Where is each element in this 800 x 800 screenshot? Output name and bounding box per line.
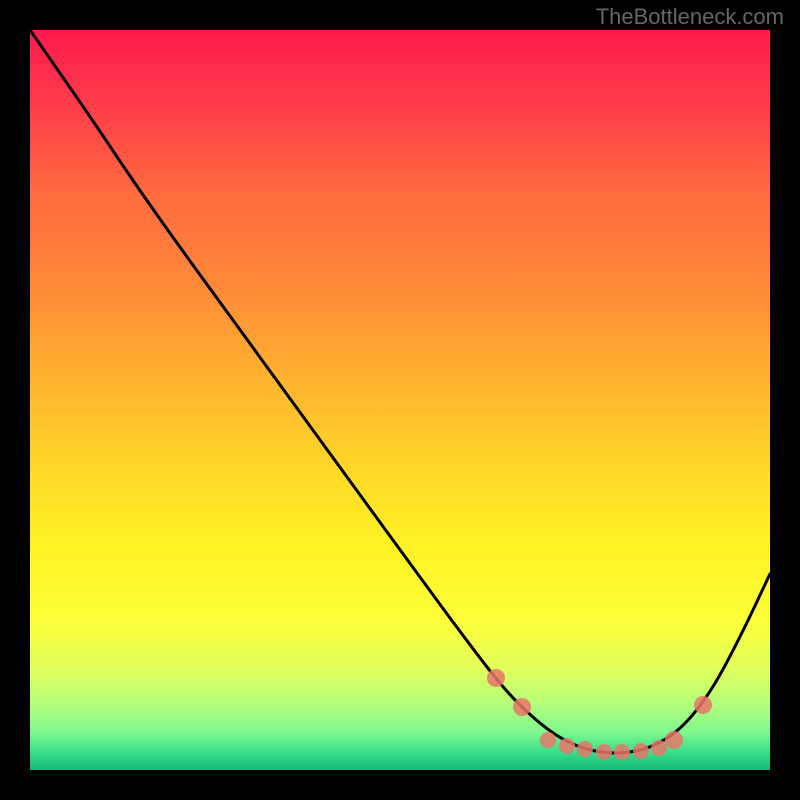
data-marker [633, 743, 649, 759]
data-marker [577, 741, 593, 757]
plot-area [30, 30, 770, 770]
data-marker [540, 732, 556, 748]
data-marker [487, 669, 505, 687]
data-marker [513, 698, 531, 716]
data-marker [559, 738, 575, 754]
data-marker [614, 744, 630, 760]
data-marker [694, 696, 712, 714]
chart-container: TheBottleneck.com [0, 0, 800, 800]
data-marker [596, 744, 612, 760]
curve-layer [30, 30, 770, 770]
curve-path [30, 30, 770, 753]
data-marker [665, 731, 683, 749]
watermark-label: TheBottleneck.com [596, 4, 784, 30]
